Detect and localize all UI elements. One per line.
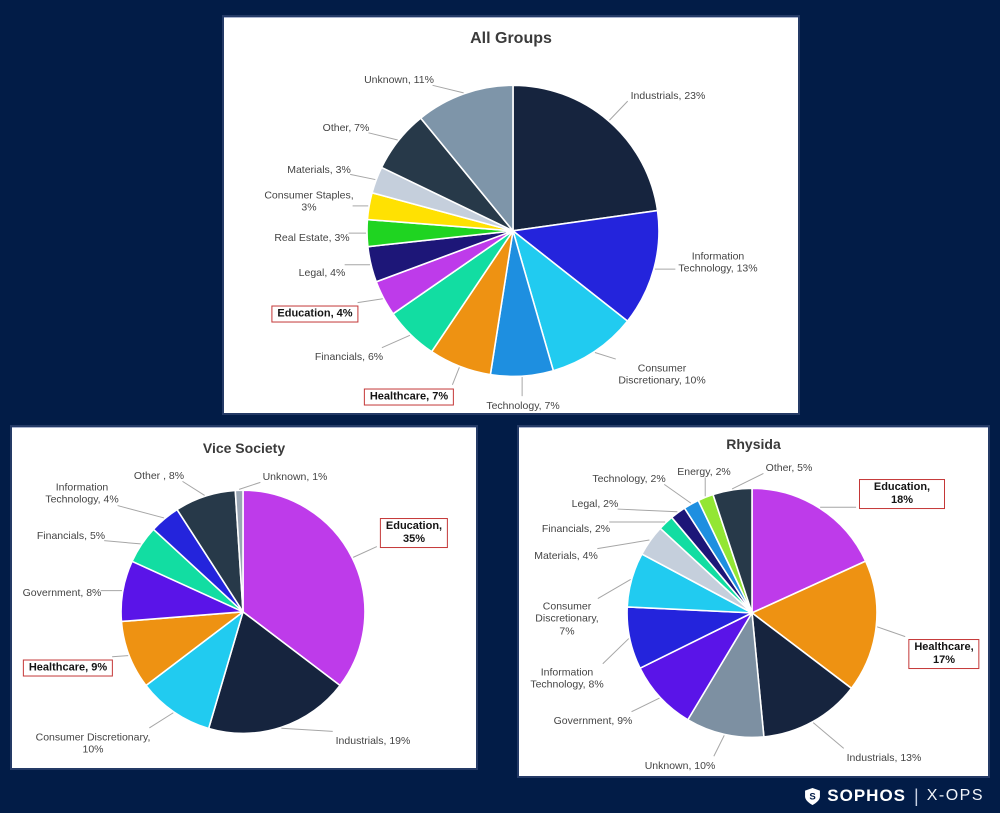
leader-line-other [368, 132, 398, 141]
leader-line-consumer-discretionary [594, 352, 616, 360]
leader-line-healthcare [451, 367, 460, 385]
leader-line-consumer-discretionary [149, 712, 174, 729]
leader-line-education [352, 546, 378, 558]
pie-slice-information-technology [512, 209, 660, 322]
sophos-shield-icon: S [805, 787, 821, 805]
logo-separator: | [914, 785, 919, 806]
pie-slice-unknown [687, 612, 765, 739]
pie-slice-healthcare [751, 560, 878, 690]
pie-slice-education [751, 487, 867, 614]
leader-line-technology [663, 483, 692, 504]
pie-chart-all-groups [344, 84, 676, 397]
leader-line-industrials [812, 722, 845, 749]
svg-text:S: S [810, 791, 816, 802]
leader-line-industrials [609, 100, 629, 121]
leader-line-financials [104, 540, 141, 545]
xops-wordmark: X-OPS [926, 787, 984, 804]
pie-slice-education [242, 489, 366, 687]
pie-slice-industrials [512, 84, 659, 232]
leader-line-healthcare [112, 655, 129, 658]
leader-line-industrials [281, 727, 333, 732]
chart-panel-all-groups: All Groups Industrials, 23% Information T… [222, 15, 800, 415]
pie-slice-unknown [419, 84, 514, 232]
sophos-xops-logo: S SOPHOS | X-OPS [805, 784, 984, 808]
pie-slice-consumer-discretionary [512, 230, 629, 372]
chart-title-vice-society: Vice Society [202, 440, 286, 456]
pie-chart-vice-society [100, 480, 378, 735]
chart-panel-rhysida: Rhysida Education, 18% Healthcare, 17% Ind… [517, 425, 990, 778]
leader-line-legal [617, 508, 678, 513]
leader-line-unknown [432, 84, 464, 94]
leader-line-unknown [238, 481, 261, 490]
leader-line-consumer-discretionary [597, 579, 631, 599]
pie-slice-industrials [207, 611, 341, 735]
leader-line-financials [381, 334, 411, 349]
leader-line-materials [350, 173, 376, 181]
leader-line-materials [597, 539, 650, 550]
chart-panel-vice-society: Vice Society Education, 35% Industrials, … [10, 425, 478, 770]
pie-chart-rhysida [597, 473, 906, 757]
leader-line-government [631, 697, 660, 713]
leader-line-other [182, 480, 205, 496]
pie-slice-other [712, 487, 753, 614]
leader-line-healthcare [876, 626, 906, 638]
chart-title-rhysida: Rhysida [726, 436, 781, 452]
leader-line-unknown [713, 735, 725, 757]
pie-slice-unknown [234, 489, 244, 613]
pie-slice-consumer-discretionary [145, 611, 244, 730]
leader-line-education [357, 298, 383, 304]
pie-slice-industrials [751, 612, 853, 738]
leader-line-information-technology [602, 638, 630, 665]
leader-line-information-technology [117, 505, 165, 519]
chart-title-all-groups: All Groups [470, 30, 552, 47]
leader-line-other [731, 473, 764, 490]
sophos-wordmark: SOPHOS [827, 786, 907, 805]
